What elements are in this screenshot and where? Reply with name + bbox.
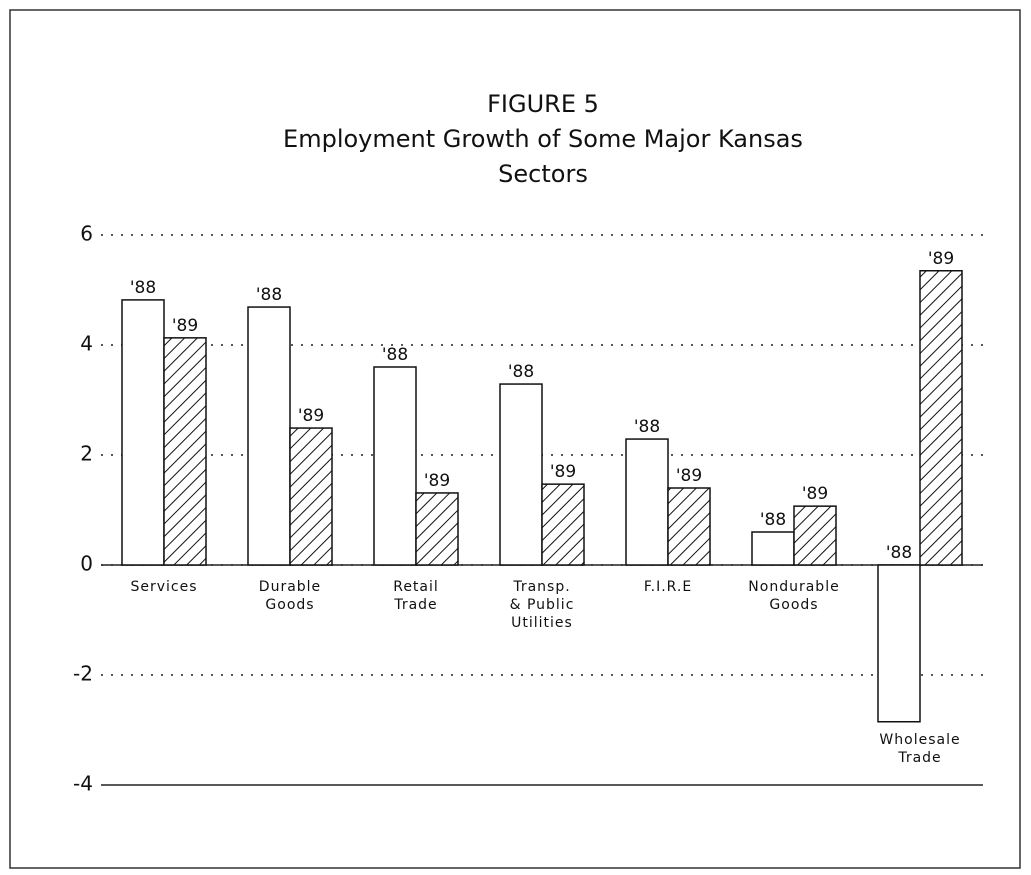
x-tick-label: Transp. & Public Utilities bbox=[510, 579, 575, 631]
y-tick-label: 6 bbox=[80, 222, 93, 246]
x-tick-label: Retail Trade bbox=[393, 579, 439, 613]
bar bbox=[667, 487, 711, 566]
x-tick-label: Wholesale Trade bbox=[879, 732, 960, 766]
bar bbox=[751, 531, 795, 566]
bar-label: '88 bbox=[634, 417, 660, 437]
bar bbox=[415, 492, 459, 566]
bar bbox=[541, 483, 585, 566]
x-tick-label: Services bbox=[130, 579, 197, 595]
y-tick-label: -4 bbox=[73, 772, 93, 796]
bar-label: '88 bbox=[508, 362, 534, 382]
x-tick-label: F.I.R.E bbox=[644, 579, 692, 595]
bar-label: '89 bbox=[424, 471, 450, 491]
y-tick-label: -2 bbox=[73, 662, 93, 686]
bar bbox=[499, 383, 543, 566]
bar bbox=[289, 427, 333, 566]
bar-label: '89 bbox=[802, 484, 828, 504]
bar bbox=[163, 337, 207, 566]
bar-label: '88 bbox=[256, 285, 282, 305]
bar-label: '88 bbox=[382, 345, 408, 365]
bar-label: '89 bbox=[172, 316, 198, 336]
y-tick-label: 4 bbox=[80, 332, 93, 356]
y-tick-label: 0 bbox=[80, 552, 93, 576]
bar bbox=[877, 564, 921, 723]
bar-label: '89 bbox=[298, 406, 324, 426]
y-tick-label: 2 bbox=[80, 442, 93, 466]
bar-label: '89 bbox=[928, 249, 954, 269]
bar-label: '89 bbox=[550, 462, 576, 482]
chart-title: FIGURE 5 bbox=[487, 90, 599, 118]
bar-label: '88 bbox=[886, 543, 912, 563]
bar bbox=[247, 306, 291, 566]
x-tick-label: Nondurable Goods bbox=[748, 579, 839, 613]
bar bbox=[919, 270, 963, 566]
bar bbox=[121, 299, 165, 566]
bar bbox=[793, 505, 837, 566]
bar-label: '88 bbox=[760, 510, 786, 530]
bar bbox=[373, 366, 417, 566]
x-tick-label: Durable Goods bbox=[259, 579, 321, 613]
bar-label: '89 bbox=[676, 466, 702, 486]
chart-subtitle: Employment Growth of Some Major Kansas Se… bbox=[283, 125, 803, 188]
frame bbox=[9, 9, 1021, 869]
bar-label: '88 bbox=[130, 278, 156, 298]
bar bbox=[625, 438, 669, 566]
